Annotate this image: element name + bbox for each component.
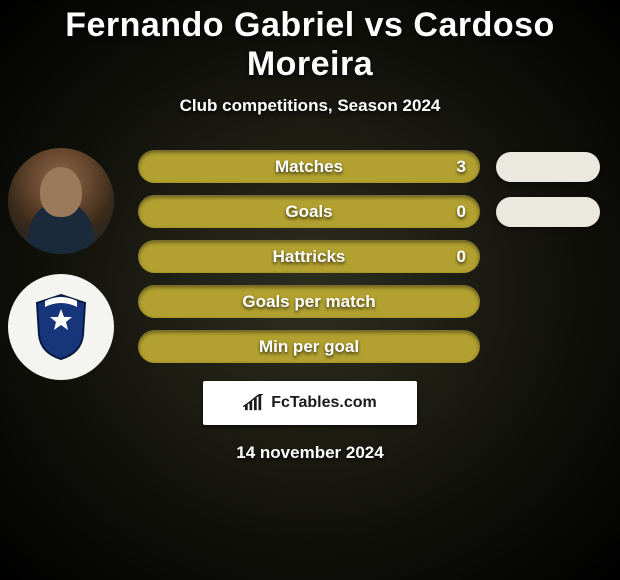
stat-bar-left: Matches3 (138, 150, 480, 183)
stat-label: Goals per match (138, 292, 480, 312)
chart-icon (243, 394, 265, 412)
stat-bar-left: Min per goal (138, 330, 480, 363)
comparison-content: Matches3Goals0Hattricks0Goals per matchM… (0, 148, 620, 363)
stat-bar-right (496, 197, 600, 227)
stat-bars: Matches3Goals0Hattricks0Goals per matchM… (138, 148, 620, 363)
stat-label: Goals (138, 202, 480, 222)
fernando-gabriel-photo (8, 148, 114, 254)
stat-bar-right (496, 152, 600, 182)
stat-bar-left: Hattricks0 (138, 240, 480, 273)
stat-row: Matches3 (138, 150, 620, 183)
page-title: Fernando Gabriel vs Cardoso Moreira (0, 0, 620, 84)
stat-label: Hattricks (138, 247, 480, 267)
stat-row: Goals0 (138, 195, 620, 228)
stat-bar-left: Goals per match (138, 285, 480, 318)
stat-row: Goals per match (138, 285, 620, 318)
avatar-column (8, 148, 114, 380)
club-crest-icon (30, 291, 92, 363)
paysandu-crest (8, 274, 114, 380)
stat-label: Matches (138, 157, 480, 177)
subtitle: Club competitions, Season 2024 (0, 96, 620, 116)
stat-value-left: 0 (457, 247, 466, 267)
stat-row: Hattricks0 (138, 240, 620, 273)
watermark-text: FcTables.com (271, 394, 377, 412)
date-label: 14 november 2024 (0, 443, 620, 463)
stat-row: Min per goal (138, 330, 620, 363)
watermark: FcTables.com (203, 381, 417, 425)
stat-value-left: 3 (457, 157, 466, 177)
stat-label: Min per goal (138, 337, 480, 357)
stat-bar-left: Goals0 (138, 195, 480, 228)
stat-value-left: 0 (457, 202, 466, 222)
